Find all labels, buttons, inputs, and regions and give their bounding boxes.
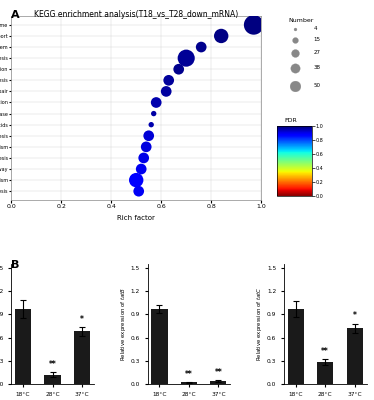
Text: A: A <box>11 10 20 20</box>
Point <box>251 22 257 28</box>
Text: **: ** <box>214 368 222 377</box>
Point <box>163 88 169 95</box>
Y-axis label: Relative expression of $\mathit{tatC}$: Relative expression of $\mathit{tatC}$ <box>255 287 264 361</box>
Text: Number: Number <box>289 18 314 23</box>
Point <box>292 37 298 43</box>
Text: 15: 15 <box>313 38 321 42</box>
Point <box>153 99 159 106</box>
Text: FDR: FDR <box>284 118 297 123</box>
Text: **: ** <box>49 360 56 369</box>
Point <box>218 33 224 39</box>
Text: *: * <box>80 314 84 324</box>
Point <box>292 64 298 71</box>
Bar <box>15 309 31 384</box>
Point <box>176 66 182 72</box>
Text: **: ** <box>321 347 329 356</box>
Text: 27: 27 <box>313 50 321 55</box>
Text: 4: 4 <box>313 26 317 31</box>
Text: 38: 38 <box>313 65 321 70</box>
Point <box>138 166 144 172</box>
Bar <box>317 362 333 384</box>
Point <box>141 155 147 161</box>
Point <box>146 132 152 139</box>
Bar <box>181 382 197 384</box>
Bar <box>45 375 61 384</box>
Bar <box>288 309 304 384</box>
Text: B: B <box>11 260 19 270</box>
Bar <box>347 328 363 384</box>
X-axis label: Rich factor: Rich factor <box>117 215 155 221</box>
Point <box>183 55 189 61</box>
Bar <box>74 331 90 384</box>
Point <box>133 177 139 183</box>
Point <box>292 50 298 56</box>
Point <box>136 188 142 194</box>
Y-axis label: Relative expression of $\mathit{tatB}$: Relative expression of $\mathit{tatB}$ <box>119 287 128 361</box>
Point <box>166 77 172 84</box>
Point <box>292 26 298 32</box>
Point <box>148 122 154 128</box>
Point <box>198 44 204 50</box>
Bar <box>151 309 168 384</box>
Point <box>143 144 149 150</box>
Text: *: * <box>353 312 356 320</box>
Point <box>151 110 157 117</box>
Point <box>292 83 298 89</box>
Text: KEGG enrichment analysis(T18_vs_T28_down_mRNA): KEGG enrichment analysis(T18_vs_T28_down… <box>34 10 238 19</box>
Bar <box>210 381 226 384</box>
Text: **: ** <box>185 370 193 378</box>
Text: 50: 50 <box>313 84 321 88</box>
